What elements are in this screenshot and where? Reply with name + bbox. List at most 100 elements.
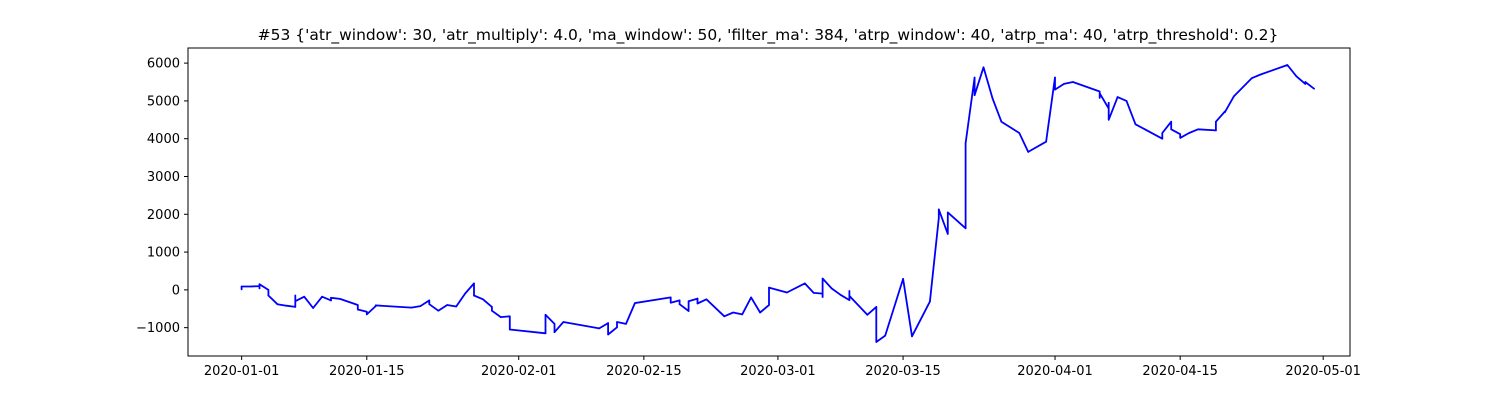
data-point <box>1224 111 1226 113</box>
data-point <box>294 300 297 303</box>
data-point <box>821 296 824 298</box>
data-point <box>750 296 752 299</box>
data-point <box>1045 140 1047 143</box>
data-point <box>1304 81 1307 83</box>
y-axis: −1000 0 1000 2000 3000 4000 5000 6000 <box>136 57 188 336</box>
data-point <box>357 304 359 306</box>
data-point <box>1250 77 1253 79</box>
data-point <box>1134 123 1137 126</box>
data-point <box>687 300 690 303</box>
data-point <box>786 291 788 294</box>
data-point <box>1179 137 1181 139</box>
y-tick-label: 4000 <box>147 132 180 147</box>
data-point <box>947 211 949 214</box>
data-point <box>732 311 734 314</box>
series-points <box>240 64 1315 343</box>
data-point <box>428 299 431 302</box>
data-point <box>1116 96 1119 98</box>
data-point <box>491 309 493 312</box>
data-point <box>938 217 940 219</box>
data-point <box>339 298 341 300</box>
data-point <box>258 283 261 286</box>
x-axis: 2020-01-01 2020-01-15 2020-02-01 2020-02-15… <box>204 356 1361 379</box>
data-point <box>830 287 833 290</box>
data-point <box>1054 76 1056 79</box>
data-point <box>500 316 502 318</box>
data-point <box>285 304 288 307</box>
data-point <box>947 233 949 235</box>
series-line <box>240 64 1315 343</box>
data-point <box>419 305 422 307</box>
data-point <box>330 299 332 302</box>
data-point <box>1170 120 1172 123</box>
data-point <box>464 292 466 295</box>
data-point <box>848 299 851 301</box>
data-point <box>249 285 252 288</box>
y-tick-label: 3000 <box>147 170 180 185</box>
data-point <box>240 288 243 291</box>
data-point <box>687 310 690 312</box>
data-point <box>446 304 449 306</box>
data-point <box>821 277 824 280</box>
data-point <box>973 76 976 79</box>
data-point <box>437 309 440 312</box>
plot-frame <box>187 47 1351 357</box>
data-point <box>303 295 306 298</box>
data-point <box>1286 64 1289 66</box>
data-point <box>258 287 261 290</box>
data-point <box>741 313 743 316</box>
data-point <box>982 66 985 69</box>
data-point <box>374 304 377 307</box>
x-tick-label: 2020-05-01 <box>1285 364 1361 379</box>
data-point <box>1125 100 1128 102</box>
data-point <box>902 278 904 280</box>
x-tick-label: 2020-03-01 <box>740 364 816 379</box>
data-point <box>1018 132 1021 134</box>
data-point <box>598 327 600 330</box>
data-point <box>267 289 270 291</box>
data-point <box>1197 128 1199 131</box>
data-point <box>1107 119 1110 121</box>
data-point <box>1054 88 1056 91</box>
data-point <box>848 295 851 297</box>
data-point <box>258 285 261 287</box>
data-point <box>678 299 681 302</box>
data-point <box>1000 120 1003 123</box>
data-point <box>616 326 618 329</box>
data-point <box>294 306 297 308</box>
data-point <box>634 302 636 304</box>
data-point <box>267 292 270 294</box>
data-point <box>544 314 547 316</box>
data-point <box>1098 90 1101 93</box>
x-tick-label: 2020-01-15 <box>329 364 405 379</box>
data-point <box>669 301 672 304</box>
data-point <box>1098 92 1101 95</box>
data-point <box>804 282 806 285</box>
data-point <box>330 297 332 299</box>
data-point <box>1170 128 1172 131</box>
data-point <box>1304 83 1307 85</box>
data-point <box>1107 102 1110 104</box>
data-point <box>544 332 547 335</box>
y-tick-label: 2000 <box>147 208 180 223</box>
data-point <box>312 307 314 309</box>
y-tick-label: 0 <box>172 283 180 298</box>
data-point <box>366 311 368 313</box>
data-point <box>964 227 967 230</box>
data-point <box>1215 129 1217 132</box>
data-point <box>768 286 770 289</box>
data-point <box>964 142 967 144</box>
data-point <box>1233 95 1235 98</box>
x-tick-label: 2020-01-01 <box>204 364 280 379</box>
data-point <box>1295 75 1298 78</box>
data-point <box>1161 137 1164 140</box>
data-point <box>839 294 842 296</box>
y-tick-label: 1000 <box>147 246 180 261</box>
data-point <box>696 302 699 305</box>
data-point <box>509 315 511 318</box>
data-point <box>509 328 511 331</box>
data-point <box>1107 107 1110 110</box>
data-point <box>321 295 323 298</box>
x-tick-label: 2020-02-15 <box>606 364 682 379</box>
data-point <box>357 308 359 311</box>
